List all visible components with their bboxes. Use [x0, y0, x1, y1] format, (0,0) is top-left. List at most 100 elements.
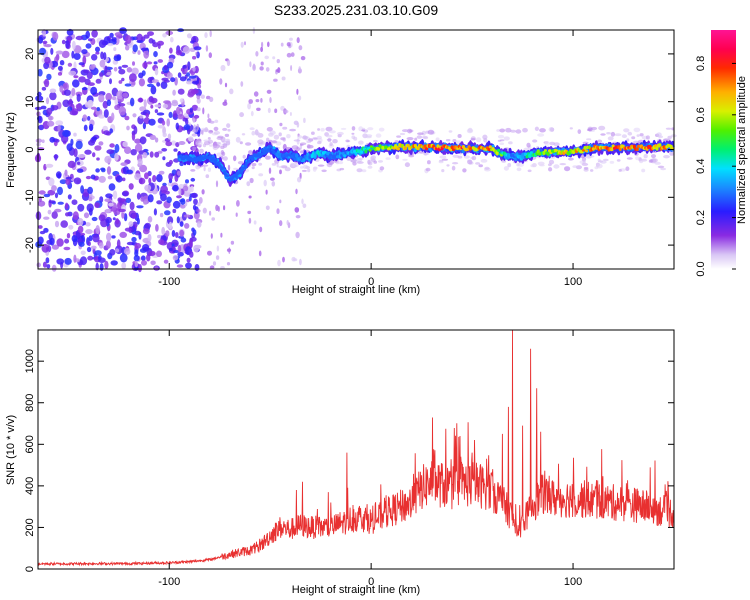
noise-blob	[527, 169, 532, 173]
noise-blob	[154, 137, 159, 143]
noise-blob	[114, 32, 123, 37]
noise-blob	[539, 128, 546, 133]
noise-blob	[54, 138, 60, 143]
noise-blob	[107, 175, 113, 180]
noise-blob	[180, 198, 186, 205]
noise-blob	[267, 107, 271, 114]
noise-blob	[158, 239, 165, 245]
noise-blob	[79, 256, 88, 266]
noise-blob	[48, 115, 54, 121]
noise-blob	[162, 132, 167, 138]
noise-blob	[451, 165, 456, 171]
noise-blob	[587, 155, 595, 158]
noise-blob	[64, 238, 70, 244]
noise-blob	[312, 137, 318, 140]
noise-blob	[90, 86, 98, 95]
noise-blob	[160, 193, 167, 202]
noise-blob	[250, 110, 254, 117]
noise-blob	[399, 132, 406, 136]
noise-blob	[607, 136, 614, 141]
signal-cell	[546, 152, 550, 156]
noise-blob	[266, 89, 272, 94]
noise-blob	[220, 150, 225, 155]
noise-blob	[208, 52, 212, 59]
noise-blob	[503, 136, 510, 141]
noise-blob	[66, 143, 73, 152]
noise-blob	[68, 224, 74, 230]
signal-cell	[423, 144, 427, 148]
noise-blob	[290, 52, 295, 57]
noise-blob	[57, 65, 63, 71]
noise-blob	[148, 177, 152, 184]
noise-blob	[62, 83, 68, 89]
noise-blob	[140, 47, 149, 51]
noise-blob	[220, 232, 223, 238]
noise-blob	[237, 161, 244, 165]
noise-blob	[50, 47, 54, 55]
noise-blob	[121, 64, 129, 68]
y-tick-label: 10	[24, 96, 36, 108]
noise-blob	[205, 174, 210, 179]
snr-y-label: SNR (10 * v/v)	[5, 415, 17, 485]
y-tick-label: 1000	[24, 349, 36, 373]
noise-blob	[67, 194, 72, 200]
noise-blob	[168, 159, 173, 165]
noise-blob	[258, 173, 264, 177]
noise-blob	[202, 164, 209, 167]
noise-blob	[196, 98, 201, 104]
noise-blob	[90, 245, 97, 250]
noise-blob	[248, 99, 253, 104]
noise-blob	[448, 130, 453, 133]
noise-blob	[147, 31, 154, 36]
noise-blob	[606, 132, 611, 135]
noise-blob	[338, 161, 344, 165]
noise-blob	[73, 132, 77, 137]
noise-blob	[132, 61, 135, 66]
noise-blob	[131, 132, 136, 141]
noise-blob	[171, 230, 176, 237]
noise-blob	[137, 264, 142, 273]
noise-blob	[467, 159, 473, 165]
noise-blob	[142, 61, 148, 69]
noise-blob	[151, 79, 159, 84]
noise-blob	[104, 65, 108, 74]
noise-blob	[41, 86, 47, 91]
spectrogram-signal-line	[177, 139, 675, 187]
noise-blob	[192, 55, 197, 60]
noise-blob	[117, 197, 123, 203]
noise-blob	[207, 250, 212, 256]
noise-blob	[268, 167, 272, 174]
noise-blob	[651, 154, 656, 159]
noise-blob	[302, 164, 309, 169]
noise-blob	[165, 141, 172, 147]
noise-blob	[203, 141, 211, 146]
signal-cell	[536, 149, 540, 154]
noise-blob	[47, 120, 55, 127]
signal-cell	[543, 149, 548, 152]
noise-blob	[132, 113, 137, 118]
noise-blob	[142, 152, 148, 159]
noise-blob	[508, 141, 513, 145]
noise-blob	[119, 231, 127, 238]
noise-blob	[148, 118, 156, 126]
noise-blob	[190, 177, 196, 182]
noise-blob	[133, 125, 138, 135]
signal-cell	[436, 144, 440, 149]
noise-blob	[94, 202, 100, 209]
noise-blob	[260, 61, 264, 66]
noise-blob	[286, 134, 291, 139]
noise-blob	[253, 91, 259, 97]
noise-blob	[90, 174, 96, 180]
noise-blob	[186, 199, 190, 203]
noise-blob	[106, 166, 112, 175]
noise-blob	[78, 62, 85, 66]
y-tick-label: 400	[24, 477, 36, 495]
noise-blob	[660, 167, 667, 171]
snr-panel: -100 0 100 0 200 400 600 800 1000 Height of str…	[5, 329, 675, 596]
noise-blob	[78, 76, 86, 83]
noise-blob	[65, 212, 70, 217]
noise-blob	[147, 194, 154, 203]
noise-blob	[553, 142, 560, 147]
noise-blob	[147, 233, 152, 242]
noise-blob	[176, 216, 180, 224]
